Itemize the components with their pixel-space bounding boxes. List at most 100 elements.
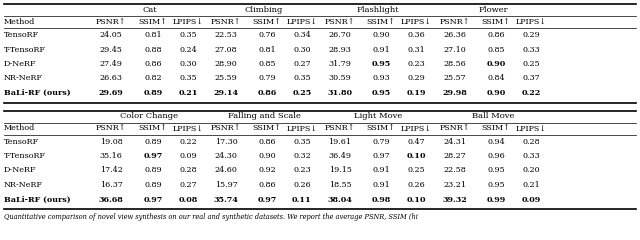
Text: 0.95: 0.95	[371, 89, 390, 97]
Text: 0.79: 0.79	[258, 74, 276, 83]
Text: Cat: Cat	[142, 6, 157, 14]
Text: 0.47: 0.47	[407, 138, 425, 145]
Text: SSIM↑: SSIM↑	[481, 18, 511, 26]
Text: 36.68: 36.68	[99, 196, 124, 204]
Text: 0.22: 0.22	[522, 89, 541, 97]
Text: SSIM↑: SSIM↑	[481, 125, 511, 132]
Text: 0.23: 0.23	[293, 167, 311, 174]
Text: SSIM↑: SSIM↑	[253, 125, 282, 132]
Text: 0.22: 0.22	[179, 138, 197, 145]
Text: 0.79: 0.79	[372, 138, 390, 145]
Text: 0.76: 0.76	[258, 31, 276, 39]
Text: 0.33: 0.33	[522, 152, 540, 160]
Text: 39.32: 39.32	[443, 196, 467, 204]
Text: 0.25: 0.25	[522, 60, 540, 68]
Text: D-NeRF: D-NeRF	[4, 60, 36, 68]
Text: Light Move: Light Move	[354, 113, 402, 120]
Text: 0.84: 0.84	[487, 74, 505, 83]
Text: 28.93: 28.93	[328, 46, 351, 54]
Text: BaLi-RF (ours): BaLi-RF (ours)	[4, 196, 70, 204]
Text: BaLi-RF (ours): BaLi-RF (ours)	[4, 89, 70, 97]
Text: LPIPS↓: LPIPS↓	[515, 18, 547, 26]
Text: LPIPS↓: LPIPS↓	[287, 18, 317, 26]
Text: 24.30: 24.30	[214, 152, 237, 160]
Text: 0.21: 0.21	[522, 181, 540, 189]
Text: 0.97: 0.97	[143, 152, 163, 160]
Text: 0.98: 0.98	[371, 196, 390, 204]
Text: 0.96: 0.96	[487, 152, 505, 160]
Text: 0.23: 0.23	[407, 60, 425, 68]
Text: 22.58: 22.58	[444, 167, 467, 174]
Text: 0.24: 0.24	[179, 46, 197, 54]
Text: 0.89: 0.89	[144, 138, 162, 145]
Text: 0.11: 0.11	[292, 196, 312, 204]
Text: 0.36: 0.36	[407, 31, 425, 39]
Text: SSIM↑: SSIM↑	[367, 125, 396, 132]
Text: 0.86: 0.86	[487, 31, 505, 39]
Text: 0.28: 0.28	[522, 138, 540, 145]
Text: 27.49: 27.49	[100, 60, 122, 68]
Text: 0.34: 0.34	[293, 31, 311, 39]
Text: Ball Move: Ball Move	[472, 113, 514, 120]
Text: 25.57: 25.57	[444, 74, 467, 83]
Text: SSIM↑: SSIM↑	[367, 18, 396, 26]
Text: 36.49: 36.49	[328, 152, 351, 160]
Text: 29.98: 29.98	[443, 89, 467, 97]
Text: 22.53: 22.53	[214, 31, 237, 39]
Text: T-TensoRF: T-TensoRF	[4, 152, 46, 160]
Text: 0.19: 0.19	[406, 89, 426, 97]
Text: 0.10: 0.10	[406, 196, 426, 204]
Text: 0.35: 0.35	[293, 74, 311, 83]
Text: Flashlight: Flashlight	[356, 6, 399, 14]
Text: 0.28: 0.28	[179, 167, 197, 174]
Text: PSNR↑: PSNR↑	[96, 18, 126, 26]
Text: 0.25: 0.25	[407, 167, 425, 174]
Text: 0.21: 0.21	[179, 89, 198, 97]
Text: 31.80: 31.80	[328, 89, 353, 97]
Text: 0.86: 0.86	[257, 89, 276, 97]
Text: 0.91: 0.91	[372, 181, 390, 189]
Text: LPIPS↓: LPIPS↓	[172, 18, 204, 26]
Text: 0.27: 0.27	[179, 181, 197, 189]
Text: PSNR↑: PSNR↑	[324, 18, 355, 26]
Text: D-NeRF: D-NeRF	[4, 167, 36, 174]
Text: 26.36: 26.36	[444, 31, 467, 39]
Text: 0.97: 0.97	[372, 152, 390, 160]
Text: 28.90: 28.90	[214, 60, 237, 68]
Text: 0.97: 0.97	[143, 196, 163, 204]
Text: 0.25: 0.25	[292, 89, 312, 97]
Text: 0.30: 0.30	[179, 60, 197, 68]
Text: 0.30: 0.30	[293, 46, 311, 54]
Text: 0.89: 0.89	[144, 167, 162, 174]
Text: 0.95: 0.95	[371, 60, 390, 68]
Text: 0.95: 0.95	[487, 167, 505, 174]
Text: 29.14: 29.14	[213, 89, 239, 97]
Text: LPIPS↓: LPIPS↓	[172, 125, 204, 132]
Text: 0.99: 0.99	[486, 196, 506, 204]
Text: 0.09: 0.09	[522, 196, 541, 204]
Text: 0.93: 0.93	[372, 74, 390, 83]
Text: 0.97: 0.97	[257, 196, 276, 204]
Text: 0.33: 0.33	[522, 46, 540, 54]
Text: 0.81: 0.81	[144, 31, 162, 39]
Text: 17.42: 17.42	[100, 167, 122, 174]
Text: 0.27: 0.27	[293, 60, 311, 68]
Text: 0.37: 0.37	[522, 74, 540, 83]
Text: PSNR↑: PSNR↑	[211, 125, 241, 132]
Text: Falling and Scale: Falling and Scale	[228, 113, 300, 120]
Text: 0.29: 0.29	[522, 31, 540, 39]
Text: 26.63: 26.63	[99, 74, 122, 83]
Text: Climbing: Climbing	[245, 6, 283, 14]
Text: 0.89: 0.89	[144, 181, 162, 189]
Text: 0.35: 0.35	[179, 74, 197, 83]
Text: Method: Method	[4, 125, 35, 132]
Text: Flower: Flower	[478, 6, 508, 14]
Text: 30.59: 30.59	[328, 74, 351, 83]
Text: 23.21: 23.21	[444, 181, 467, 189]
Text: PSNR↑: PSNR↑	[211, 18, 241, 26]
Text: 19.15: 19.15	[328, 167, 351, 174]
Text: PSNR↑: PSNR↑	[324, 125, 355, 132]
Text: Quantitative comparison of novel view synthesis on our real and synthetic datase: Quantitative comparison of novel view sy…	[4, 213, 418, 221]
Text: 28.56: 28.56	[444, 60, 467, 68]
Text: 29.69: 29.69	[99, 89, 124, 97]
